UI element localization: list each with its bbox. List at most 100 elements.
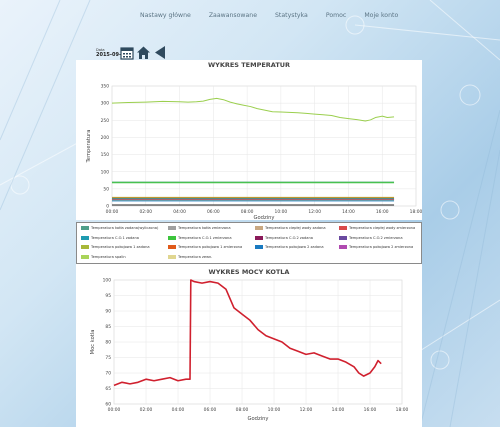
- x-tick-label: 06:00: [207, 209, 220, 215]
- legend-item[interactable]: Temperatura ciepłej wody zmierzona: [339, 226, 415, 230]
- y-tick-label: 150: [101, 152, 110, 158]
- y-tick-label: 65: [105, 386, 111, 392]
- x-tick-label: 02:00: [139, 209, 152, 215]
- y-tick-label: 250: [101, 118, 110, 124]
- legend-swatch: [168, 245, 176, 249]
- legend-label: Temperatura C.O.2 zmierzona: [349, 235, 403, 240]
- legend-label: Temperatura kotła zmierzona: [178, 226, 231, 230]
- x-tick-label: 06:00: [204, 407, 217, 413]
- legend-item[interactable]: Temperatura pokojowa 1 zadana: [81, 245, 150, 249]
- x-tick-label: 18:00: [396, 407, 409, 413]
- legend-swatch: [339, 226, 347, 230]
- calendar-icon[interactable]: [120, 46, 134, 60]
- legend-item[interactable]: Temperatura ciepłej wody zadana: [255, 226, 326, 230]
- legend-swatch: [339, 235, 347, 240]
- chart-legend: Temperatura kotła zadana(wyliczona) Tempe…: [76, 222, 422, 264]
- x-tick-label: 10:00: [268, 407, 281, 413]
- legend-label: Temperatura pokojowa 2 zadana: [265, 245, 324, 249]
- legend-swatch: [168, 254, 176, 259]
- back-arrow-icon[interactable]: [154, 45, 166, 60]
- legend-label: Temperatura C.O.1 zadana: [91, 235, 139, 240]
- x-tick-label: 08:00: [236, 407, 249, 413]
- x-tick-label: 00:00: [108, 407, 121, 413]
- date-value[interactable]: 2015-09-25: [96, 52, 128, 58]
- series-line-moc-kotla: [113, 279, 382, 387]
- power-chart: 60 65 70 75 80 85 90 95 100 00:00 02:00 04:00 06:00 0…: [90, 278, 409, 422]
- legend-swatch: [81, 235, 89, 240]
- x-tick-label: 02:00: [140, 407, 153, 413]
- legend-label: Temperatura pokojowa 1 zadana: [91, 245, 150, 249]
- y-tick-label: 200: [101, 135, 110, 141]
- legend-label: Temperatura pokojowa 2 zmierzona: [349, 245, 414, 249]
- y-tick-label: 100: [103, 278, 112, 284]
- y-tick-label: 80: [105, 340, 111, 346]
- legend-swatch: [81, 245, 89, 249]
- legend-item[interactable]: Temperatura C.O.1 zadana: [81, 235, 139, 240]
- legend-swatch: [255, 245, 263, 249]
- power-chart-panel: WYKRES MOCY KOTLA 60 65 70 75 80 85 90 95 100 00:…: [76, 264, 422, 427]
- legend-item[interactable]: Temperatura C.O.2 zadana: [255, 235, 313, 240]
- nav-item-help[interactable]: Pomoc: [325, 12, 347, 19]
- x-tick-label: 18:00: [410, 209, 422, 215]
- home-icon[interactable]: [136, 45, 151, 60]
- nav-item-advanced[interactable]: Zaawansowane: [208, 12, 257, 19]
- legend-item[interactable]: Temperatura C.O.1 zmierzona: [168, 235, 232, 240]
- legend-item[interactable]: Temperatura kotła zadana(wyliczona): [81, 226, 158, 230]
- date-picker[interactable]: Data 2015-09-25: [96, 48, 128, 58]
- x-tick-label: 00:00: [106, 209, 119, 215]
- legend-item[interactable]: Temperatura zewn.: [168, 254, 213, 259]
- x-tick-label: 14:00: [332, 407, 345, 413]
- legend-label: Temperatura C.O.1 zmierzona: [178, 235, 232, 240]
- x-tick-label: 14:00: [342, 209, 355, 215]
- nav-item-main-settings[interactable]: Nastawy główne: [140, 12, 191, 19]
- y-tick-label: 85: [105, 324, 111, 330]
- y-tick-label: 75: [105, 355, 111, 361]
- legend-item[interactable]: Temperatura C.O.2 zmierzona: [339, 235, 403, 240]
- legend-label: Temperatura spalin: [91, 254, 126, 259]
- legend-item[interactable]: Temperatura pokojowa 2 zadana: [255, 245, 324, 249]
- legend-swatch: [168, 235, 176, 240]
- legend-swatch: [81, 226, 89, 230]
- x-tick-label: 12:00: [308, 209, 321, 215]
- legend-label: Temperatura C.O.2 zadana: [265, 235, 313, 240]
- legend-item[interactable]: Temperatura spalin: [81, 254, 126, 259]
- x-tick-label: 04:00: [172, 407, 185, 413]
- temperature-chart-panel: WYKRES TEMPERATUR 0 50 100 150 200 250 300 350 0…: [76, 60, 422, 220]
- y-tick-label: 70: [105, 371, 111, 377]
- y-tick-label: 60: [105, 402, 111, 408]
- y-axis-label: Moc kotla: [90, 330, 96, 355]
- x-tick-label: 16:00: [376, 209, 389, 215]
- legend-item[interactable]: Temperatura kotła zmierzona: [168, 226, 231, 230]
- legend-item[interactable]: Temperatura pokojowa 2 zmierzona: [339, 245, 413, 249]
- chart-title: WYKRES TEMPERATUR: [207, 61, 291, 69]
- nav-item-statistics[interactable]: Statystyka: [275, 12, 308, 19]
- legend-label: Temperatura ciepłej wody zadana: [265, 226, 326, 230]
- x-tick-label: 10:00: [275, 209, 288, 215]
- y-tick-label: 0: [106, 204, 109, 210]
- legend-swatch: [168, 226, 176, 230]
- chart-title: WYKRES MOCY KOTLA: [208, 268, 290, 276]
- nav-item-my-account[interactable]: Moje konto: [364, 12, 399, 19]
- y-tick-label: 350: [101, 84, 110, 90]
- date-label: Data: [96, 48, 105, 52]
- temperature-chart: 0 50 100 150 200 250 300 350 00:00 02:00 04:00 06:0…: [86, 84, 422, 220]
- legend-item[interactable]: Temperatura pokojowa 1 zmierzona: [168, 245, 242, 249]
- y-axis-label: Temperatura: [86, 130, 92, 164]
- plot-area: [111, 85, 417, 207]
- y-tick-label: 100: [101, 169, 110, 175]
- x-tick-label: 12:00: [300, 407, 313, 413]
- legend-label: Temperatura pokojowa 1 zmierzona: [178, 245, 243, 249]
- y-tick-label: 95: [105, 293, 111, 299]
- top-nav: Nastawy główne Zaawansowane Statystyka P…: [140, 12, 398, 19]
- x-tick-label: 16:00: [364, 407, 377, 413]
- legend-label: Temperatura zewn.: [178, 254, 213, 259]
- x-axis-label: Godziny: [247, 416, 268, 422]
- legend-label: Temperatura ciepłej wody zmierzona: [349, 226, 416, 230]
- legend-label: Temperatura kotła zadana(wyliczona): [91, 226, 159, 230]
- x-tick-label: 04:00: [173, 209, 186, 215]
- y-tick-label: 50: [103, 186, 109, 192]
- series-line-temperatura-spalin: [111, 97, 395, 122]
- legend-swatch: [255, 226, 263, 230]
- y-tick-label: 90: [105, 309, 111, 315]
- x-tick-label: 08:00: [241, 209, 254, 215]
